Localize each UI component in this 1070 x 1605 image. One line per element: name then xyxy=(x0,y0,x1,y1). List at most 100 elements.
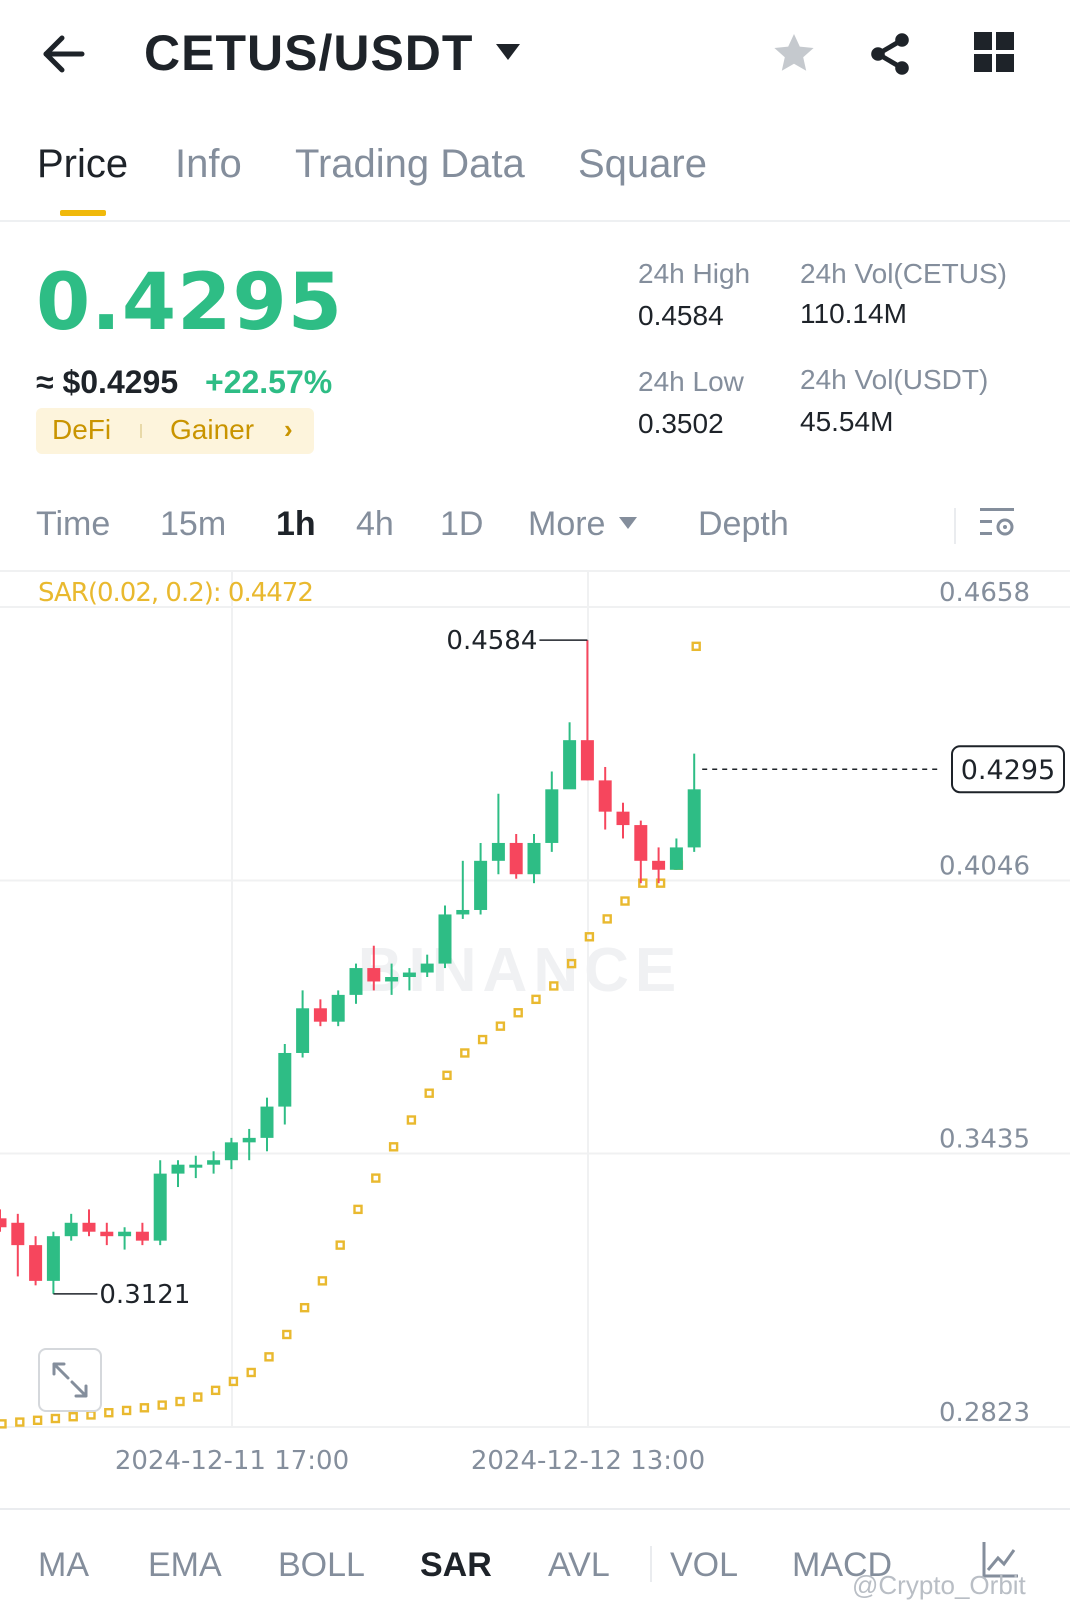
tag-defi[interactable]: DeFi xyxy=(52,414,112,445)
indicator-boll[interactable]: BOLL xyxy=(278,1546,365,1584)
candle-body xyxy=(598,780,612,812)
back-button[interactable] xyxy=(36,28,92,80)
stat-low-value: 0.3502 xyxy=(638,408,724,439)
candle-body xyxy=(385,977,399,982)
candle-body xyxy=(456,909,470,915)
indicator-macd[interactable]: MACD xyxy=(792,1546,893,1584)
candle-body xyxy=(100,1231,114,1237)
candle-body xyxy=(669,847,683,870)
sar-dot xyxy=(210,1385,221,1396)
stat-high-label: 24h High xyxy=(638,258,751,289)
sar-dot xyxy=(691,641,701,652)
candle-body xyxy=(118,1231,132,1237)
tab-square[interactable]: Square xyxy=(578,142,707,186)
divider xyxy=(0,220,1070,222)
candle-body xyxy=(171,1164,185,1174)
caret-down-icon[interactable] xyxy=(494,42,522,67)
sar-dot xyxy=(317,1276,328,1286)
sar-indicator-label: SAR(0.02, 0.2): 0.4472 xyxy=(38,578,314,608)
current-price-label: 0.4295 xyxy=(961,755,1055,786)
indicator-ma[interactable]: MA xyxy=(38,1546,89,1584)
sar-dot xyxy=(282,1329,292,1340)
sar-dot xyxy=(513,1008,523,1018)
stat-high-value: 0.4584 xyxy=(638,300,724,331)
candle-body xyxy=(46,1236,60,1281)
candle-body xyxy=(313,1008,327,1022)
sar-dot xyxy=(0,1419,7,1429)
tab-info[interactable]: Info xyxy=(175,142,242,186)
candle-body xyxy=(242,1137,256,1143)
sar-dot xyxy=(655,878,666,888)
candle-body xyxy=(278,1052,292,1107)
divider xyxy=(0,570,1070,572)
expand-chart-button[interactable] xyxy=(38,1348,102,1412)
caret-down-icon[interactable] xyxy=(618,516,638,535)
sar-dot xyxy=(442,1070,452,1081)
candle-body xyxy=(331,994,345,1022)
interval-more[interactable]: More xyxy=(528,505,606,543)
candle-body xyxy=(580,740,594,781)
tag-chips[interactable]: DeFi Gainer › xyxy=(36,408,314,454)
grid-icon[interactable] xyxy=(974,32,1016,79)
y-tick-label: 0.2823 xyxy=(939,1398,1030,1428)
interval-15m[interactable]: 15m xyxy=(160,505,227,543)
stat-vol-quote-value: 45.54M xyxy=(800,406,894,437)
sar-dot xyxy=(638,878,648,888)
sar-dot xyxy=(424,1088,434,1098)
indicator-ema[interactable]: EMA xyxy=(148,1546,222,1584)
candle-body xyxy=(296,1008,310,1053)
share-icon[interactable] xyxy=(866,30,914,83)
stat-vol-quote-label: 24h Vol(USDT) xyxy=(800,364,989,395)
interval-time[interactable]: Time xyxy=(36,505,111,543)
y-tick-label: 0.3435 xyxy=(939,1125,1030,1155)
sar-dot xyxy=(228,1376,239,1387)
indicator-sar[interactable]: SAR xyxy=(420,1546,492,1584)
indicator-settings-icon[interactable] xyxy=(980,1540,1020,1585)
candle-body xyxy=(527,842,541,875)
candle-body xyxy=(474,860,488,910)
candle-body xyxy=(189,1164,203,1168)
tag-separator xyxy=(140,424,142,438)
tab-price[interactable]: Price xyxy=(37,142,129,186)
candle-body xyxy=(207,1160,221,1165)
indicator-vol[interactable]: VOL xyxy=(670,1546,739,1584)
candle-body xyxy=(616,811,630,826)
sar-dot xyxy=(566,958,577,969)
candle-body xyxy=(420,963,434,973)
tab-trading-data[interactable]: Trading Data xyxy=(295,142,525,186)
sar-dot xyxy=(549,981,559,991)
candle-body xyxy=(349,968,363,995)
chart-settings-icon[interactable] xyxy=(980,506,1018,547)
usd-price: ≈ $0.4295 xyxy=(36,364,179,400)
interval-depth[interactable]: Depth xyxy=(698,505,789,543)
last-price: 0.4295 xyxy=(36,258,343,348)
sar-dot xyxy=(104,1408,114,1418)
candle-body xyxy=(64,1222,78,1237)
sar-dot xyxy=(495,1021,506,1031)
expand-icon xyxy=(52,1362,88,1398)
candle-body xyxy=(367,968,381,982)
sar-dot xyxy=(531,994,541,1005)
exchange-watermark: BINANCE xyxy=(358,936,682,1005)
candle-body xyxy=(402,972,416,978)
star-icon[interactable] xyxy=(770,30,818,83)
sar-dot xyxy=(68,1412,78,1422)
sar-dot xyxy=(157,1400,167,1410)
sar-dot xyxy=(15,1417,25,1427)
pair-title[interactable]: CETUS/USDT xyxy=(144,25,474,81)
sar-dot xyxy=(335,1240,345,1250)
tag-gainer[interactable]: Gainer xyxy=(170,414,255,445)
sar-dot xyxy=(50,1413,61,1424)
candle-body xyxy=(563,740,577,790)
candle-body xyxy=(82,1222,96,1232)
sar-dot xyxy=(353,1204,363,1215)
price-chart[interactable]: BINANCE 0.4658 0.4046 0.3435 0.2823 2024-12-… xyxy=(0,571,1070,1506)
interval-1h[interactable]: 1h xyxy=(276,505,316,543)
interval-4h[interactable]: 4h xyxy=(356,505,394,543)
sar-dot xyxy=(32,1415,43,1425)
interval-1d[interactable]: 1D xyxy=(440,505,484,543)
sar-dot xyxy=(620,896,630,906)
candle-body xyxy=(0,1218,7,1228)
indicator-avl[interactable]: AVL xyxy=(548,1546,610,1584)
candle-body xyxy=(652,860,666,870)
